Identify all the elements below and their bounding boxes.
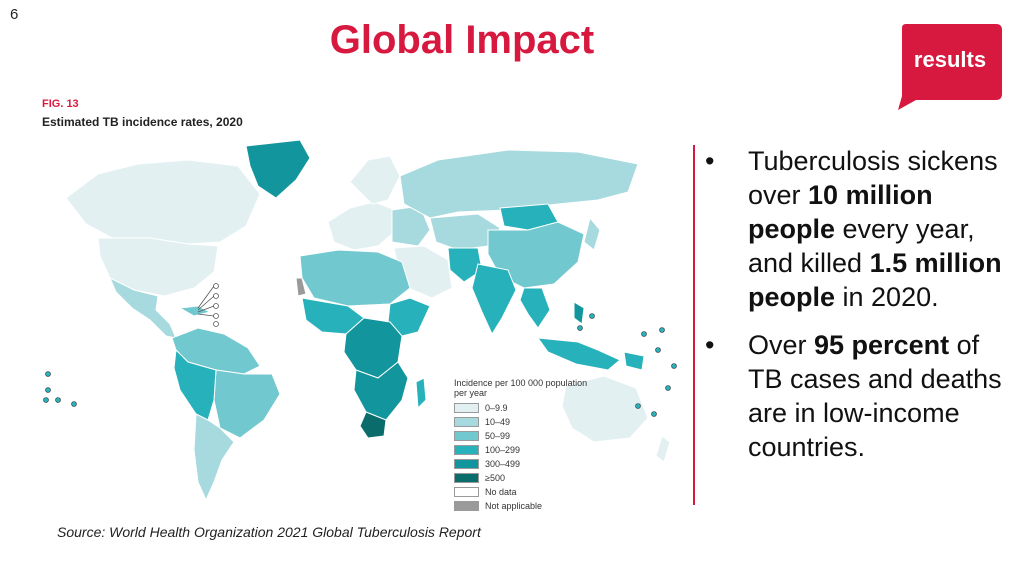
western-europe	[327, 201, 397, 251]
bullet-item: • Over 95 percent of TB cases and deaths…	[705, 328, 1015, 464]
legend-swatch	[454, 431, 479, 441]
new-zealand	[655, 435, 671, 463]
scandinavia	[349, 155, 401, 205]
bullet-list: • Tuberculosis sickens over 10 million p…	[705, 144, 1015, 478]
legend-row: 10–49	[454, 415, 594, 429]
indonesia	[536, 337, 621, 371]
southeast-asia	[519, 287, 551, 329]
legend-label: 50–99	[485, 431, 511, 441]
legend-row: 0–9.9	[454, 401, 594, 415]
results-logo: results	[898, 24, 1002, 110]
greenland	[245, 139, 311, 199]
legend-swatch	[454, 487, 479, 497]
legend-swatch	[454, 473, 479, 483]
legend-label: ≥500	[485, 473, 505, 483]
western-sahara	[295, 277, 307, 297]
legend-label: 300–499	[485, 459, 521, 469]
north-africa	[299, 249, 411, 307]
usa	[97, 237, 219, 297]
source-note: Source: World Health Organization 2021 G…	[57, 524, 481, 540]
brazil	[213, 369, 281, 439]
southern-africa	[353, 361, 409, 421]
legend-label: 100–299	[485, 445, 521, 455]
australia	[561, 375, 649, 443]
philippines	[573, 301, 585, 325]
legend-title: Incidence per 100 000 population per yea…	[454, 378, 588, 398]
papua-new-guinea	[623, 351, 645, 371]
map-legend: Incidence per 100 000 population per yea…	[454, 378, 594, 513]
legend-label: No data	[485, 487, 517, 497]
world-map	[43, 139, 677, 502]
legend-swatch	[454, 403, 479, 413]
legend-label: 10–49	[485, 417, 511, 427]
legend-label: Not applicable	[485, 501, 543, 511]
legend-swatch	[454, 501, 479, 511]
legend-row: 100–299	[454, 443, 594, 457]
madagascar	[415, 377, 427, 410]
figure-caption: Estimated TB incidence rates, 2020	[42, 115, 243, 129]
south-asia-west	[447, 247, 483, 283]
legend-row: Not applicable	[454, 499, 594, 513]
bullet-item: • Tuberculosis sickens over 10 million p…	[705, 144, 1015, 314]
legend-row: 50–99	[454, 429, 594, 443]
figure-label: FIG. 13	[42, 98, 79, 110]
legend-row: No data	[454, 485, 594, 499]
legend-swatch	[454, 459, 479, 469]
legend-swatch	[454, 445, 479, 455]
southern-cone	[193, 413, 235, 502]
legend-swatch	[454, 417, 479, 427]
legend-row: 300–499	[454, 457, 594, 471]
japan	[583, 216, 601, 251]
page-title: Global Impact	[329, 18, 595, 62]
canada	[65, 159, 261, 245]
india	[471, 263, 517, 336]
divider-line	[693, 145, 695, 505]
bullet-dot: •	[705, 146, 715, 176]
south-africa	[359, 411, 387, 439]
caribbean	[178, 305, 212, 317]
china	[487, 221, 585, 289]
legend-row: ≥500	[454, 471, 594, 485]
bullet-text: Over 95 percent of TB cases and deaths a…	[748, 330, 1002, 462]
logo-text: results	[914, 47, 986, 72]
bullet-text: Tuberculosis sickens over 10 million peo…	[748, 146, 1002, 312]
legend-label: 0–9.9	[485, 403, 508, 413]
bullet-dot: •	[705, 330, 715, 360]
slide-number: 6	[10, 6, 19, 23]
